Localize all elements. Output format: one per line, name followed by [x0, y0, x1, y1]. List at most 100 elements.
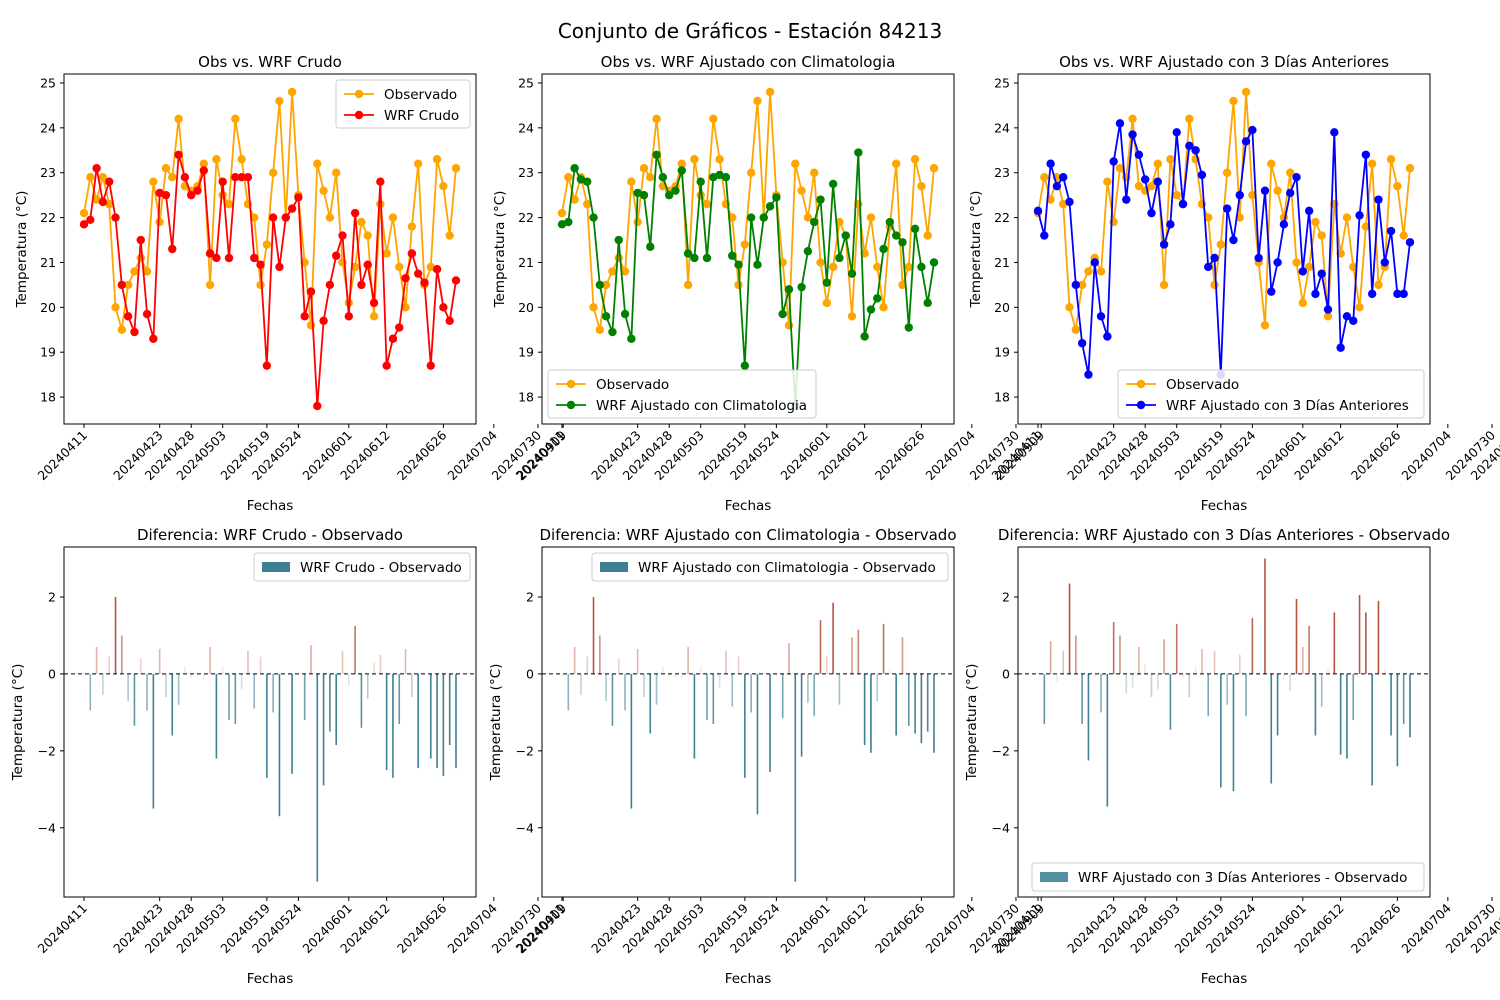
data-point: [828, 179, 838, 189]
data-point: [904, 323, 913, 332]
y-tick-label: 23: [40, 165, 56, 180]
bar: [152, 673, 155, 809]
data-point: [885, 217, 895, 227]
data-point: [451, 276, 461, 285]
data-point: [1349, 316, 1358, 325]
data-point: [1248, 190, 1257, 200]
data-point: [633, 217, 642, 227]
bar: [857, 629, 860, 674]
data-point: [1286, 188, 1295, 198]
data-point: [765, 202, 775, 211]
bar: [1289, 673, 1292, 692]
data-point: [639, 164, 649, 173]
legend-box: [547, 369, 817, 419]
y-tick-label: −2: [516, 743, 534, 758]
bar: [1232, 673, 1235, 792]
bar: [1188, 673, 1191, 697]
data-point: [1084, 370, 1093, 379]
data-point: [426, 262, 435, 272]
data-point: [142, 267, 152, 276]
bar: [1220, 673, 1222, 788]
data-point: [1229, 235, 1238, 245]
data-point: [772, 193, 781, 202]
legend-label: WRF Ajustado con 3 Días Anteriores: [1166, 398, 1409, 414]
data-point: [300, 312, 309, 321]
data-point: [363, 231, 372, 240]
bar: [876, 673, 879, 701]
data-point: [1071, 280, 1081, 290]
data-point: [388, 334, 398, 343]
bar: [95, 647, 98, 674]
data-point: [1260, 186, 1270, 195]
data-point: [275, 96, 284, 106]
y-tick-label: 18: [994, 390, 1010, 405]
data-point: [570, 195, 579, 204]
bar: [889, 670, 891, 674]
data-point: [1122, 195, 1131, 204]
data-point: [620, 309, 630, 319]
bar: [196, 673, 199, 678]
data-point: [325, 280, 335, 290]
data-point: [325, 213, 335, 222]
data-point: [199, 166, 208, 175]
data-point: [439, 181, 448, 191]
bar: [1138, 647, 1140, 674]
data-point: [92, 164, 101, 173]
data-point: [407, 249, 417, 258]
data-point: [753, 96, 762, 106]
data-point: [1386, 155, 1396, 164]
bar: [1087, 673, 1090, 761]
bar: [291, 673, 293, 774]
data-point: [294, 193, 303, 202]
bar: [316, 673, 319, 882]
y-tick-label: 23: [518, 165, 534, 180]
x-axis-label: Fechas: [725, 498, 772, 514]
data-point: [287, 204, 297, 213]
data-point: [557, 208, 567, 218]
data-point: [873, 294, 882, 303]
bar: [322, 673, 325, 786]
data-point: [1367, 159, 1377, 168]
bar: [1182, 673, 1184, 678]
bar: [693, 673, 696, 759]
data-point: [401, 273, 410, 283]
plot-area: [1018, 558, 1430, 807]
bar: [870, 673, 872, 753]
bar: [253, 673, 256, 709]
data-point: [420, 278, 429, 287]
data-point: [111, 213, 120, 222]
data-point: [319, 186, 328, 195]
data-point: [350, 262, 360, 272]
data-point: [401, 303, 410, 312]
data-point: [168, 173, 177, 182]
data-point: [627, 177, 636, 186]
bar: [1402, 673, 1405, 724]
bar: [215, 673, 218, 759]
bar: [329, 673, 331, 732]
bar: [455, 673, 457, 769]
bar: [335, 673, 338, 746]
chart-panel-4: Diferencia: WRF Crudo - Observado −4 −2 0 2 2…: [10, 526, 569, 987]
data-point: [583, 199, 592, 209]
y-tick-label: 2: [526, 590, 534, 605]
bar: [725, 650, 727, 674]
data-point: [589, 303, 598, 312]
data-point: [570, 164, 579, 173]
x-axis-label: Fechas: [1201, 971, 1248, 987]
chart-title: Diferencia: WRF Ajustado con 3 Días Ante…: [998, 526, 1450, 544]
bar: [1156, 673, 1159, 690]
y-tick-label: −2: [992, 743, 1010, 758]
data-point: [627, 334, 636, 343]
data-point: [677, 159, 686, 168]
bar: [1377, 600, 1380, 674]
data-point: [1077, 339, 1087, 348]
bar: [750, 673, 752, 713]
bar: [1365, 612, 1367, 674]
data-point: [1096, 267, 1106, 276]
data-point: [1140, 175, 1150, 184]
data-point: [866, 213, 876, 222]
data-point: [822, 298, 832, 308]
data-point: [746, 168, 756, 177]
bar: [1201, 648, 1203, 674]
data-point: [929, 258, 939, 267]
